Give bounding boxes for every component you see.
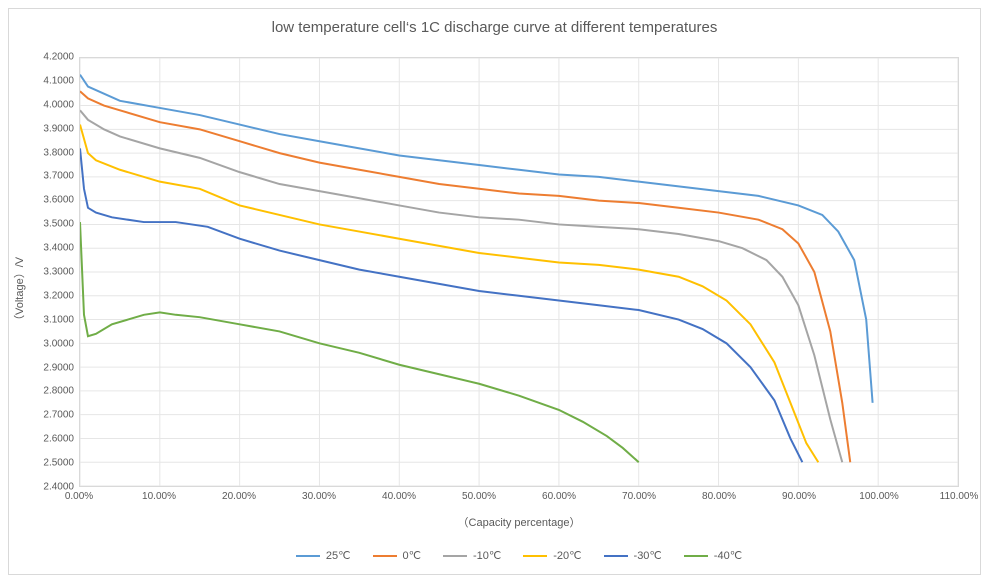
legend-item: -30℃ [604, 549, 662, 562]
y-tick-label: 3.9000 [34, 123, 74, 134]
x-tick-label: 90.00% [782, 491, 816, 502]
y-tick-label: 3.5000 [34, 219, 74, 230]
series-0℃ [80, 91, 850, 462]
y-tick-label: 2.5000 [34, 458, 74, 469]
discharge-curve-chart: low temperature cell‘s 1C discharge curv… [8, 8, 981, 575]
y-tick-label: 4.2000 [34, 52, 74, 63]
legend-item: -10℃ [443, 549, 501, 562]
x-tick-label: 70.00% [622, 491, 656, 502]
y-tick-label: 3.8000 [34, 147, 74, 158]
x-tick-label: 0.00% [65, 491, 93, 502]
series-25℃ [80, 75, 873, 403]
legend-swatch [523, 555, 547, 557]
x-tick-label: 100.00% [859, 491, 898, 502]
y-tick-label: 2.7000 [34, 410, 74, 421]
legend-label: 0℃ [403, 549, 421, 562]
x-tick-label: 60.00% [542, 491, 576, 502]
x-tick-label: 80.00% [702, 491, 736, 502]
legend-item: 25℃ [296, 549, 351, 562]
legend: 25℃ 0℃ -10℃ -20℃ -30℃ -40℃ [79, 549, 959, 562]
x-tick-label: 40.00% [382, 491, 416, 502]
x-tick-label: 110.00% [940, 491, 979, 502]
plot-area [79, 57, 959, 487]
legend-swatch [373, 555, 397, 557]
legend-label: -20℃ [553, 549, 581, 562]
y-tick-label: 3.3000 [34, 267, 74, 278]
y-tick-label: 3.7000 [34, 171, 74, 182]
y-tick-label: 3.4000 [34, 243, 74, 254]
x-tick-label: 50.00% [462, 491, 496, 502]
y-tick-label: 2.6000 [34, 434, 74, 445]
legend-label: -10℃ [473, 549, 501, 562]
y-tick-label: 2.9000 [34, 362, 74, 373]
legend-item: 0℃ [373, 549, 421, 562]
series--40℃ [80, 222, 639, 462]
legend-label: -40℃ [714, 549, 742, 562]
legend-swatch [443, 555, 467, 557]
y-tick-label: 3.6000 [34, 195, 74, 206]
y-axis-label: （Voltage）/V [13, 9, 27, 574]
legend-item: -20℃ [523, 549, 581, 562]
x-tick-label: 20.00% [222, 491, 256, 502]
y-tick-label: 3.0000 [34, 338, 74, 349]
y-tick-label: 4.0000 [34, 99, 74, 110]
legend-label: 25℃ [326, 549, 351, 562]
series--30℃ [80, 148, 802, 462]
legend-swatch [684, 555, 708, 557]
y-tick-label: 3.2000 [34, 290, 74, 301]
legend-swatch [296, 555, 320, 557]
x-axis-label: （Capacity percentage） [79, 514, 959, 530]
x-tick-label: 30.00% [302, 491, 336, 502]
y-tick-label: 4.1000 [34, 75, 74, 86]
y-tick-label: 3.1000 [34, 314, 74, 325]
series--20℃ [80, 125, 818, 463]
chart-title: low temperature cell‘s 1C discharge curv… [9, 19, 980, 36]
legend-item: -40℃ [684, 549, 742, 562]
series-lines [80, 58, 958, 486]
legend-swatch [604, 555, 628, 557]
y-tick-label: 2.8000 [34, 386, 74, 397]
x-tick-label: 10.00% [142, 491, 176, 502]
legend-label: -30℃ [634, 549, 662, 562]
